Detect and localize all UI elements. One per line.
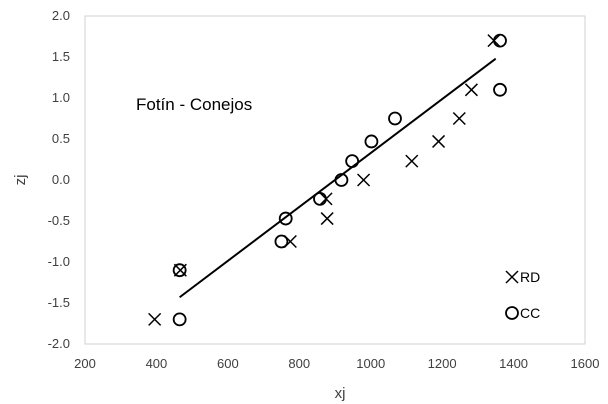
point-cc xyxy=(388,111,402,126)
point-cc xyxy=(364,134,379,149)
plot-area-border xyxy=(84,15,586,345)
legend-label-rd: RD xyxy=(520,269,540,285)
x-tick-label: 400 xyxy=(146,356,168,371)
point-rd xyxy=(452,111,466,126)
point-rd-stroke xyxy=(452,111,466,126)
legend: RD CC xyxy=(505,269,540,321)
x-tick-label: 200 xyxy=(74,356,96,371)
x-tick-label: 1000 xyxy=(356,356,385,371)
point-cc xyxy=(274,234,289,249)
x-axis-label: xj xyxy=(335,385,346,402)
point-rd-stroke xyxy=(464,83,478,97)
point-cc xyxy=(334,173,349,187)
legend-marker-cc xyxy=(505,306,519,320)
point-cc xyxy=(313,191,327,206)
series-cc xyxy=(172,33,507,327)
point-rd-stroke xyxy=(405,154,419,168)
data-points xyxy=(148,33,507,327)
x-tick-label: 1200 xyxy=(428,356,457,371)
y-tick-label: -1.0 xyxy=(48,254,70,269)
y-tick-label: 0.5 xyxy=(52,131,70,146)
y-tick-label: 1.5 xyxy=(52,49,70,64)
chart-annotation: Fotín - Conejos xyxy=(136,95,252,114)
point-cc xyxy=(278,211,293,226)
x-tick-label: 1400 xyxy=(499,356,528,371)
trendline xyxy=(179,57,497,299)
point-cc xyxy=(493,33,507,48)
legend-marker-rd-stroke xyxy=(505,270,519,284)
point-rd-stroke xyxy=(320,212,334,226)
x-tick-label: 800 xyxy=(288,356,310,371)
y-tick-labels: 2.0 1.5 1.0 0.5 0.0 -0.5 -1.0 -1.5 -2.0 xyxy=(48,8,70,351)
x-tick-label: 1600 xyxy=(571,356,600,371)
y-tick-label: -0.5 xyxy=(48,213,70,228)
point-rd xyxy=(320,212,334,226)
y-tick-label: 0.0 xyxy=(52,172,70,187)
x-tick-labels: 200 400 600 800 1000 1200 1400 1600 xyxy=(74,356,599,371)
point-rd xyxy=(432,134,446,148)
point-rd xyxy=(405,154,419,168)
point-rd-stroke xyxy=(357,173,371,187)
point-cc xyxy=(172,263,187,278)
y-axis-label: zj xyxy=(12,175,29,186)
x-tick-label: 600 xyxy=(217,356,239,371)
point-cc xyxy=(493,82,507,97)
point-rd-stroke xyxy=(148,312,162,326)
y-tick-label: 1.0 xyxy=(52,90,70,105)
y-tick-label: 2.0 xyxy=(52,8,70,23)
y-tick-label: -2.0 xyxy=(48,336,70,351)
point-rd-stroke xyxy=(432,134,446,148)
series-rd xyxy=(148,34,501,326)
y-tick-label: -1.5 xyxy=(48,295,70,310)
point-cc xyxy=(172,312,187,327)
legend-label-cc: CC xyxy=(520,305,540,321)
point-rd xyxy=(148,312,162,326)
legend-marker-rd xyxy=(505,270,519,284)
point-rd xyxy=(357,173,371,187)
point-cc xyxy=(345,154,360,169)
point-rd xyxy=(464,83,478,97)
